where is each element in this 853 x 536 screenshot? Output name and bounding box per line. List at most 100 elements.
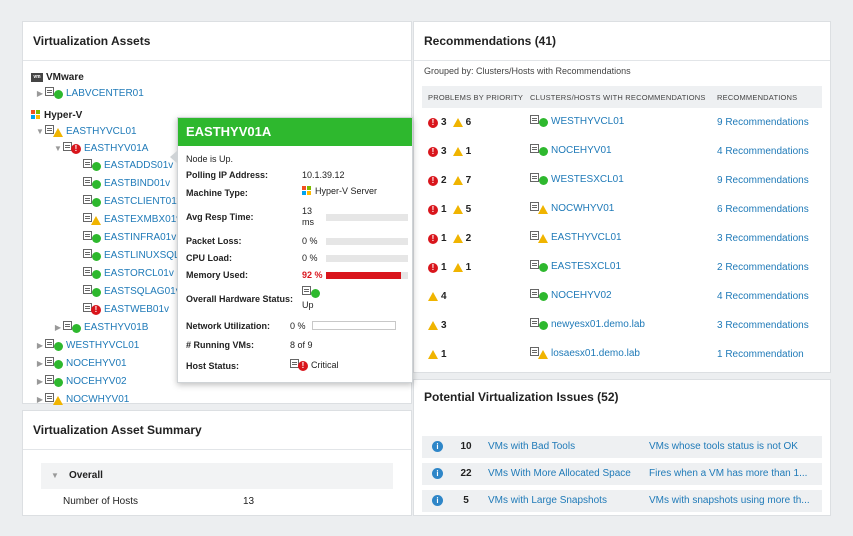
column-header[interactable]: RECOMMENDATIONS bbox=[717, 93, 798, 102]
recommendations-link[interactable]: 4 Recommendations bbox=[717, 291, 809, 302]
recommendations-link[interactable]: 1 Recommendation bbox=[717, 349, 804, 360]
table-row[interactable]: ! 3 6 WESTHYVCL01 9 Recommendations bbox=[422, 108, 822, 137]
tree-item-vmware[interactable]: vm VMware bbox=[31, 69, 84, 85]
tree-item-nocwhyv01[interactable]: ▶ NOCWHYV01 bbox=[35, 391, 129, 407]
tree-label[interactable]: NOCEHYV01 bbox=[66, 357, 127, 369]
tree-label[interactable]: EASTHYV01B bbox=[84, 321, 149, 333]
tree-item-vm[interactable]: EASTBIND01v bbox=[83, 175, 170, 191]
tree-label[interactable]: EASTADDS01v bbox=[104, 159, 174, 171]
host-cell[interactable]: NOCEHYV02 bbox=[530, 289, 612, 301]
issue-description[interactable]: Fires when a VM has more than 1... bbox=[649, 468, 808, 479]
tree-item-vm[interactable]: EASTSQLAG01v bbox=[83, 283, 181, 299]
summary-section-overall[interactable]: ▼ Overall bbox=[41, 463, 393, 489]
tree-item-hyperv[interactable]: Hyper-V bbox=[31, 107, 82, 123]
recommendations-link[interactable]: 3 Recommendations bbox=[717, 320, 809, 331]
host-cell[interactable]: WESTHYVCL01 bbox=[530, 115, 624, 127]
tree-item-westhyvcl01[interactable]: ▶ WESTHYVCL01 bbox=[35, 337, 139, 353]
tree-item-easthyv01b[interactable]: ▶ EASTHYV01B bbox=[53, 319, 148, 335]
issue-row[interactable]: i 22 VMs With More Allocated Space Fires wh… bbox=[422, 463, 822, 485]
host-cell[interactable]: NOCWHYV01 bbox=[530, 202, 614, 214]
tree-label[interactable]: NOCEHYV02 bbox=[66, 375, 127, 387]
host-link[interactable]: WESTHYVCL01 bbox=[551, 115, 625, 127]
tree-label[interactable]: EASTSQLAG01v bbox=[104, 285, 181, 297]
tree-item-nocehyv02[interactable]: ▶ NOCEHYV02 bbox=[35, 373, 127, 389]
host-cell[interactable]: EASTHYVCL01 bbox=[530, 231, 622, 243]
table-row[interactable]: ! 1 2 EASTHYVCL01 3 Recommendations bbox=[422, 224, 822, 253]
tree-label[interactable]: EASTCLIENT01v bbox=[104, 195, 182, 207]
tree-item-vm[interactable]: EASTINFRA01v bbox=[83, 229, 176, 245]
table-row[interactable]: 3 newyesx01.demo.lab 3 Recommendations bbox=[422, 311, 822, 340]
host-cell[interactable]: newyesx01.demo.lab bbox=[530, 318, 645, 330]
tree-item-vm[interactable]: EASTORCL01v bbox=[83, 265, 174, 281]
table-row[interactable]: ! 1 1 EASTESXCL01 2 Recommendations bbox=[422, 253, 822, 282]
issue-link[interactable]: VMs with Bad Tools bbox=[488, 441, 576, 452]
recommendations-link[interactable]: 9 Recommendations bbox=[717, 117, 809, 128]
warning-icon bbox=[452, 263, 463, 272]
column-header[interactable]: CLUSTERS/HOSTS WITH RECOMMENDATIONS bbox=[530, 93, 706, 102]
tree-item-nocehyv01[interactable]: ▶ NOCEHYV01 bbox=[35, 355, 127, 371]
table-row[interactable]: ! 3 1 NOCEHYV01 4 Recommendations bbox=[422, 137, 822, 166]
critical-icon: ! bbox=[428, 117, 438, 128]
host-link[interactable]: EASTHYVCL01 bbox=[551, 231, 622, 243]
collapse-icon[interactable]: ▼ bbox=[36, 126, 44, 136]
recommendations-link[interactable]: 6 Recommendations bbox=[717, 204, 809, 215]
issue-link[interactable]: VMs with Large Snapshots bbox=[488, 495, 607, 506]
host-cell[interactable]: EASTESXCL01 bbox=[530, 260, 621, 272]
tree-label[interactable]: EASTINFRA01v bbox=[104, 231, 177, 243]
issue-link[interactable]: VMs With More Allocated Space bbox=[488, 468, 631, 479]
expand-icon[interactable]: ▶ bbox=[36, 376, 44, 386]
tree-label[interactable]: NOCWHYV01 bbox=[66, 393, 130, 405]
host-cell[interactable]: WESTESXCL01 bbox=[530, 173, 624, 185]
warning-count: 3 bbox=[441, 320, 447, 331]
tree-label[interactable]: EASTHYV01A bbox=[84, 142, 149, 154]
tree-label[interactable]: LABVCENTER01 bbox=[66, 87, 144, 99]
issue-row[interactable]: i 10 VMs with Bad Tools VMs whose tools sta… bbox=[422, 436, 822, 458]
expand-icon[interactable]: ▶ bbox=[36, 358, 44, 368]
tree-label[interactable]: EASTORCL01v bbox=[104, 267, 174, 279]
tree-item-vm[interactable]: EASTEXMBX01v bbox=[83, 211, 181, 227]
host-cell[interactable]: NOCEHYV01 bbox=[530, 144, 612, 156]
recommendations-link[interactable]: 2 Recommendations bbox=[717, 262, 809, 273]
collapse-icon[interactable]: ▼ bbox=[51, 471, 59, 480]
tree-label[interactable]: EASTBIND01v bbox=[104, 177, 171, 189]
table-row[interactable]: ! 2 7 WESTESXCL01 9 Recommendations bbox=[422, 166, 822, 195]
expand-icon[interactable]: ▶ bbox=[36, 340, 44, 350]
issue-description[interactable]: VMs with snapshots using more th... bbox=[649, 495, 810, 506]
issue-row[interactable]: i 5 VMs with Large Snapshots VMs with snaps… bbox=[422, 490, 822, 512]
tree-item-labvcenter01[interactable]: ▶ LABVCENTER01 bbox=[35, 85, 144, 101]
table-row[interactable]: 1 losaesx01.demo.lab 1 Recommendation bbox=[422, 340, 822, 369]
host-critical-icon: ! bbox=[63, 142, 81, 154]
tree-item-vm[interactable]: EASTCLIENT01v bbox=[83, 193, 182, 209]
tree-item-easthyv01a[interactable]: ▼ ! EASTHYV01A bbox=[53, 140, 148, 156]
expand-icon[interactable]: ▶ bbox=[54, 322, 62, 332]
recommendations-link[interactable]: 9 Recommendations bbox=[717, 175, 809, 186]
node-status-text: Node is Up. bbox=[186, 154, 234, 164]
expand-icon[interactable]: ▶ bbox=[36, 394, 44, 404]
host-link[interactable]: EASTESXCL01 bbox=[551, 260, 622, 272]
table-row[interactable]: ! 1 5 NOCWHYV01 6 Recommendations bbox=[422, 195, 822, 224]
tree-label[interactable]: EASTLINUXSQL0 bbox=[104, 249, 186, 261]
recommendations-link[interactable]: 4 Recommendations bbox=[717, 146, 809, 157]
tree-item-vm[interactable]: EASTADDS01v bbox=[83, 157, 173, 173]
host-link[interactable]: NOCEHYV01 bbox=[551, 144, 612, 156]
host-link[interactable]: NOCWHYV01 bbox=[551, 202, 615, 214]
tree-item-vm[interactable]: ! EASTWEB01v bbox=[83, 301, 169, 317]
host-link[interactable]: losaesx01.demo.lab bbox=[551, 347, 640, 359]
collapse-icon[interactable]: ▼ bbox=[54, 143, 62, 153]
tree-label: VMware bbox=[46, 71, 84, 83]
column-header[interactable]: PROBLEMS BY PRIORITY bbox=[428, 93, 524, 102]
tree-label[interactable]: EASTHYVCL01 bbox=[66, 125, 137, 137]
host-link[interactable]: NOCEHYV02 bbox=[551, 289, 612, 301]
tree-label[interactable]: EASTEXMBX01v bbox=[104, 213, 182, 225]
tree-item-easthyvcl01[interactable]: ▼ EASTHYVCL01 bbox=[35, 123, 137, 139]
expand-icon[interactable]: ▶ bbox=[36, 88, 44, 98]
host-link[interactable]: WESTESXCL01 bbox=[551, 173, 624, 185]
tree-label[interactable]: WESTHYVCL01 bbox=[66, 339, 140, 351]
tree-item-vm[interactable]: EASTLINUXSQL0 bbox=[83, 247, 185, 263]
table-row[interactable]: 4 NOCEHYV02 4 Recommendations bbox=[422, 282, 822, 311]
tree-label[interactable]: EASTWEB01v bbox=[104, 303, 170, 315]
issue-description[interactable]: VMs whose tools status is not OK bbox=[649, 441, 798, 452]
recommendations-link[interactable]: 3 Recommendations bbox=[717, 233, 809, 244]
host-link[interactable]: newyesx01.demo.lab bbox=[551, 318, 645, 330]
host-cell[interactable]: losaesx01.demo.lab bbox=[530, 347, 640, 359]
